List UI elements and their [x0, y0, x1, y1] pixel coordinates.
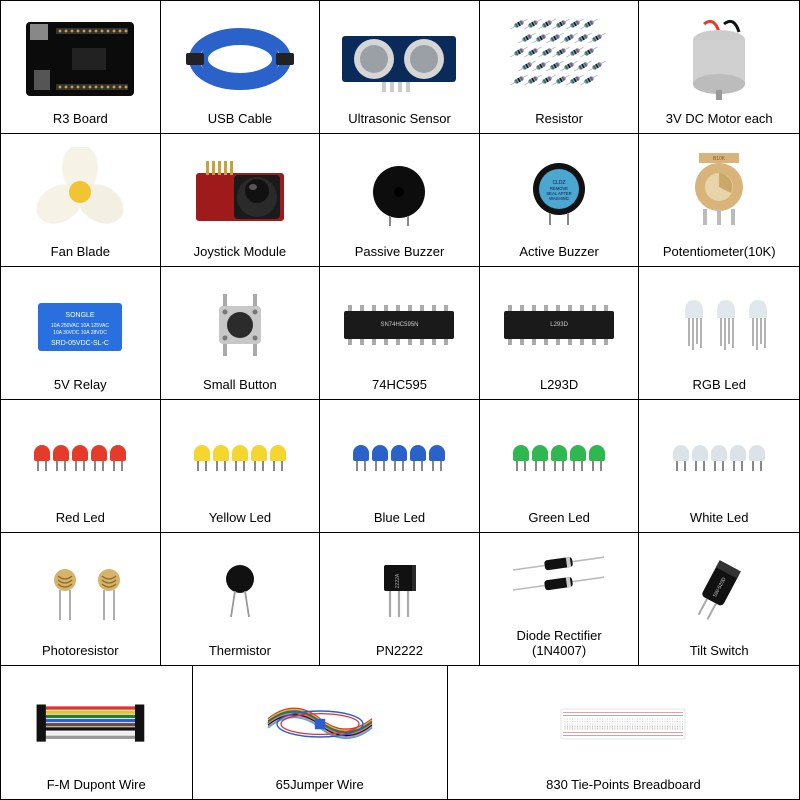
tilt-label: Tilt Switch: [688, 644, 751, 659]
white-led-cell: White Led: [639, 400, 799, 532]
joystick-label: Joystick Module: [192, 245, 288, 260]
grid-row: Red Led Yellow Led Blue Led Green Led White …: [1, 400, 799, 533]
diode-cell: Diode Rectifier (1N4007): [480, 533, 640, 665]
tilt-cell: SW-520D Tilt Switch: [639, 533, 799, 665]
svg-text:WASHING: WASHING: [549, 196, 569, 201]
74hc595-label: 74HC595: [370, 378, 429, 393]
active-buzzer-icon: CLDZ REMOVE SEAL AFTER WASHING: [482, 138, 637, 245]
components-grid: R3 Board USB Cable HC-SR04 Ultrasonic Se…: [0, 0, 800, 800]
potentiometer-icon: B10K: [641, 138, 797, 245]
small-button-cell: Small Button: [161, 267, 321, 399]
relay-icon: SONGLE 10A 250VAC 10A 125VAC 10A 30VDC 1…: [3, 271, 158, 378]
pn2222-label: PN2222: [374, 644, 425, 659]
relay-label: 5V Relay: [52, 378, 109, 393]
blue-led-label: Blue Led: [372, 511, 427, 526]
green-led-cell: Green Led: [480, 400, 640, 532]
svg-text:SONGLE: SONGLE: [66, 312, 96, 319]
yellow-led-cell: Yellow Led: [161, 400, 321, 532]
photoresistor-label: Photoresistor: [40, 644, 121, 659]
usb-cable-icon: [163, 5, 318, 112]
svg-text:2222A: 2222A: [395, 573, 401, 588]
thermistor-cell: Thermistor: [161, 533, 321, 665]
active-buzzer-cell: CLDZ REMOVE SEAL AFTER WASHING Active Bu…: [480, 134, 640, 266]
fan-blade-label: Fan Blade: [49, 245, 112, 260]
r3-board-icon: [3, 5, 158, 112]
resistor-cell: Resistor: [480, 1, 640, 133]
grid-row: Photoresistor Thermistor 2222A PN2222 Di…: [1, 533, 799, 666]
jumper-label: 65Jumper Wire: [274, 778, 366, 793]
l293d-cell: L293DL293D: [480, 267, 640, 399]
jumper-icon: [195, 670, 445, 778]
rgb-led-cell: RGB Led: [639, 267, 799, 399]
ultrasonic-cell: HC-SR04 Ultrasonic Sensor: [320, 1, 480, 133]
pn2222-icon: 2222A: [322, 537, 477, 644]
usb-cable-cell: USB Cable: [161, 1, 321, 133]
breadboard-icon: [450, 670, 797, 778]
usb-cable-label: USB Cable: [206, 112, 274, 127]
yellow-led-label: Yellow Led: [207, 511, 273, 526]
jumper-cell: 65Jumper Wire: [193, 666, 448, 799]
blue-led-icon: [322, 404, 477, 511]
diode-label: Diode Rectifier (1N4007): [514, 629, 603, 659]
tilt-icon: SW-520D: [641, 537, 797, 644]
svg-text:10A 250VAC 10A 125VAC: 10A 250VAC 10A 125VAC: [51, 323, 109, 329]
green-led-label: Green Led: [526, 511, 591, 526]
74hc595-cell: SN74HC595N74HC595: [320, 267, 480, 399]
relay-cell: SONGLE 10A 250VAC 10A 125VAC 10A 30VDC 1…: [1, 267, 161, 399]
dc-motor-cell: 3V DC Motor each: [639, 1, 799, 133]
svg-text:B10K: B10K: [713, 156, 726, 162]
photoresistor-cell: Photoresistor: [1, 533, 161, 665]
red-led-cell: Red Led: [1, 400, 161, 532]
grid-row: Fan Blade Joystick Module Passive Buzzer…: [1, 134, 799, 267]
diode-icon: [482, 537, 637, 629]
resistor-label: Resistor: [533, 112, 585, 127]
dupont-cell: F-M Dupont Wire: [1, 666, 193, 799]
dc-motor-label: 3V DC Motor each: [664, 112, 775, 127]
svg-text:10A 30VDC 10A 28VDC: 10A 30VDC 10A 28VDC: [53, 330, 107, 336]
l293d-icon: L293D: [482, 271, 637, 378]
potentiometer-cell: B10K Potentiometer(10K): [639, 134, 799, 266]
r3-board-cell: R3 Board: [1, 1, 161, 133]
svg-text:HC-SR04: HC-SR04: [387, 32, 413, 38]
yellow-led-icon: [163, 404, 318, 511]
resistor-icon: [482, 5, 637, 112]
ultrasonic-label: Ultrasonic Sensor: [346, 112, 453, 127]
grid-row: R3 Board USB Cable HC-SR04 Ultrasonic Se…: [1, 1, 799, 134]
potentiometer-label: Potentiometer(10K): [661, 245, 778, 260]
photoresistor-icon: [3, 537, 158, 644]
small-button-label: Small Button: [201, 378, 279, 393]
74hc595-icon: SN74HC595N: [322, 271, 477, 378]
rgb-led-label: RGB Led: [690, 378, 747, 393]
small-button-icon: [163, 271, 318, 378]
white-led-label: White Led: [688, 511, 751, 526]
fan-blade-icon: [3, 138, 158, 245]
joystick-cell: Joystick Module: [161, 134, 321, 266]
breadboard-cell: 830 Tie-Points Breadboard: [448, 666, 799, 799]
r3-board-label: R3 Board: [51, 112, 110, 127]
grid-row: F-M Dupont Wire 65Jumper Wire 830 Tie-Po…: [1, 666, 799, 799]
pn2222-cell: 2222A PN2222: [320, 533, 480, 665]
breadboard-label: 830 Tie-Points Breadboard: [544, 778, 703, 793]
fan-blade-cell: Fan Blade: [1, 134, 161, 266]
passive-buzzer-label: Passive Buzzer: [353, 245, 447, 260]
green-led-icon: [482, 404, 637, 511]
dc-motor-icon: [641, 5, 797, 112]
dupont-label: F-M Dupont Wire: [45, 778, 148, 793]
white-led-icon: [641, 404, 797, 511]
rgb-led-icon: [641, 271, 797, 378]
ultrasonic-icon: HC-SR04: [322, 5, 477, 112]
l293d-label: L293D: [538, 378, 580, 393]
blue-led-cell: Blue Led: [320, 400, 480, 532]
passive-buzzer-icon: [322, 138, 477, 245]
grid-row: SONGLE 10A 250VAC 10A 125VAC 10A 30VDC 1…: [1, 267, 799, 400]
thermistor-label: Thermistor: [207, 644, 273, 659]
red-led-label: Red Led: [54, 511, 107, 526]
passive-buzzer-cell: Passive Buzzer: [320, 134, 480, 266]
svg-text:SRD-05VDC-SL-C: SRD-05VDC-SL-C: [51, 340, 109, 347]
dupont-icon: [3, 670, 190, 778]
thermistor-icon: [163, 537, 318, 644]
joystick-icon: [163, 138, 318, 245]
red-led-icon: [3, 404, 158, 511]
active-buzzer-label: Active Buzzer: [517, 245, 600, 260]
